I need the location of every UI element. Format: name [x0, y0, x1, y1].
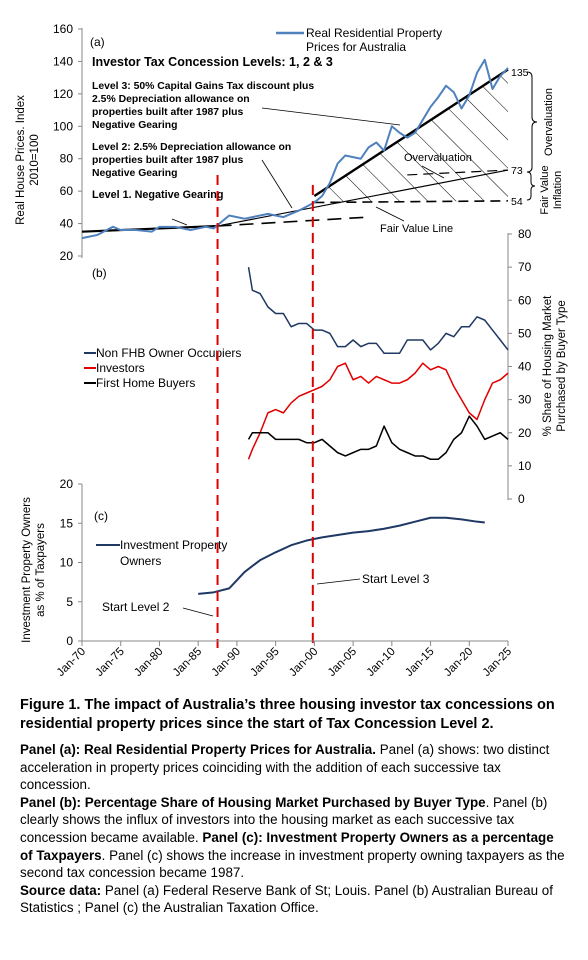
- figure-caption-title: Figure 1. The impact of Australia’s thre…: [20, 697, 555, 732]
- x-axis-tick-label: Jan-70: [55, 646, 88, 679]
- x-axis-tick-label: Jan-05: [326, 646, 359, 679]
- start-level-2-label: Start Level 2: [102, 600, 170, 614]
- right-overvaluation-label: Overvaluation: [543, 88, 555, 156]
- x-axis-tick-label: Jan-90: [210, 646, 243, 679]
- panel-b-y-tick-label: 60: [518, 293, 532, 307]
- start-level-3-pointer: [316, 578, 361, 585]
- inflation-bracket: [526, 171, 536, 201]
- legend-label-investors: Investors: [96, 361, 145, 375]
- levels-title: Investor Tax Concession Levels: 1, 2 & 3: [92, 55, 333, 69]
- panel-b-y-tick-label: 50: [518, 326, 532, 340]
- series-line-investors: [247, 362, 509, 460]
- start-level-2-pointer: [182, 607, 214, 617]
- panel-b-y-axis-label-1: % Share of Housing Market: [542, 295, 554, 436]
- panel-a-y-tick-label: 80: [60, 152, 74, 166]
- x-axis-tick-label: Jan-00: [287, 646, 320, 679]
- legend-label-owner-occupiers: Non FHB Owner Occupiers: [96, 346, 241, 360]
- caption-panel-a: Panel (a): Real Residential Property Pri…: [20, 742, 550, 793]
- panel-b-y-tick-label: 0: [518, 492, 525, 506]
- x-axis-tick-label: Jan-10: [365, 646, 398, 679]
- series-line-real-property-prices: [81, 58, 509, 240]
- panel-b-y-tick-label: 80: [518, 227, 532, 241]
- panel-c-y-tick-label: 5: [66, 595, 73, 609]
- legend-label-investment-owners-1: Investment Property: [120, 538, 227, 552]
- right-value-54: 54: [511, 196, 523, 208]
- panel-c-y-axis-label-1: Investment Property Owners: [21, 497, 33, 643]
- level-1-text: Level 1. Negative Gearing: [92, 189, 223, 201]
- x-axis-ticks: Jan-70 Jan-75 Jan-80 Jan-85 Jan-90 Jan-95 Jan-…: [55, 641, 514, 679]
- level-3-trend-line: [313, 68, 509, 198]
- panel-a-y-tick-label: 40: [60, 217, 74, 231]
- panel-c-y-tick-label: 0: [66, 634, 73, 648]
- x-axis-tick-label: Jan-75: [93, 646, 126, 679]
- panel-a-y-tick-label: 140: [53, 54, 73, 68]
- panel-b-y-tick-label: 70: [518, 260, 532, 274]
- fair-value-pointer: [375, 206, 405, 222]
- level-3-pointer: [261, 107, 401, 126]
- x-axis-tick-label: Jan-15: [403, 646, 436, 679]
- dashed-to-54: [314, 200, 509, 204]
- right-value-73: 73: [511, 165, 523, 177]
- x-axis-tick-label: Jan-85: [171, 646, 204, 679]
- x-axis-tick-label: Jan-20: [442, 646, 475, 679]
- panel-b-y-tick-label: 20: [518, 426, 532, 440]
- panel-c-y-tick-label: 15: [60, 516, 74, 530]
- panel-c-y-tick-label: 10: [60, 556, 74, 570]
- panel-a-y-tick-label: 120: [53, 87, 73, 101]
- x-axis-tick-label: Jan-25: [481, 646, 514, 679]
- series-line-first-home-buyers: [247, 415, 509, 460]
- overvaluation-pointer: [421, 165, 445, 179]
- level-2-text: Level 2: 2.5% Depreciation allowance on …: [92, 142, 294, 179]
- legend-label-investment-owners-2: Owners: [120, 554, 161, 568]
- panel-a-y-axis-label-2: 2010=100: [29, 134, 41, 186]
- panel-c-tag: (c): [94, 509, 108, 523]
- panel-a-y-tick-label: 60: [60, 184, 74, 198]
- start-level-3-label: Start Level 3: [362, 572, 430, 586]
- panel-a-y-tick-label: 20: [60, 249, 74, 263]
- level-1-pointer: [171, 218, 188, 226]
- panel-a-tag: (a): [90, 35, 105, 49]
- series-line-non-fhb-owner-occupiers: [247, 267, 509, 354]
- panel-b-y-tick-label: 10: [518, 459, 532, 473]
- level-3-text: Level 3: 50% Capital Gains Tax discount …: [92, 81, 317, 131]
- panel-b-y-axis-label-2: Purchased by Buyer Type: [556, 300, 568, 431]
- caption-panel-b-c: Panel (b): Percentage Share of Housing M…: [20, 794, 565, 881]
- legend-label-prices-1: Real Residential Property: [306, 26, 442, 40]
- x-axis-tick-label: Jan-95: [248, 646, 281, 679]
- series-line-investment-property-owners: [198, 516, 485, 595]
- panel-c-y-tick-label: 20: [60, 477, 74, 491]
- panel-b-tag: (b): [92, 266, 107, 280]
- level-2-trend-line: [221, 169, 509, 226]
- overvaluation-label: Overvaluation: [404, 152, 472, 164]
- panel-a: 20 40 60 80 100 120 140 160 (a) Real House Pric…: [15, 22, 564, 263]
- legend-label-first-home-buyers: First Home Buyers: [96, 376, 195, 390]
- right-value-135: 135: [511, 67, 529, 79]
- right-inflation-label-2: Inflation: [552, 171, 564, 210]
- panel-c-y-axis-label-2: as % of Taxpayers: [35, 523, 47, 617]
- panel-b-y-tick-label: 40: [518, 360, 532, 374]
- panel-b-y-tick-label: 30: [518, 393, 532, 407]
- panel-b: 0 10 20 30 40 50 60 70 80 (b) % Share of Housing…: [84, 227, 568, 506]
- fair-value-line-label: Fair Value Line: [380, 223, 453, 235]
- level-1-extension-dashed: [217, 216, 369, 227]
- level-2-pointer: [261, 159, 293, 209]
- panel-a-y-axis-label-1: Real House Prices. Index: [15, 95, 27, 225]
- caption-source: Source data: Panel (a) Federal Reserve B…: [20, 882, 553, 916]
- panel-a-y-tick-label: 100: [53, 119, 73, 133]
- right-inflation-label-1: Fair Value: [539, 165, 551, 214]
- legend-label-prices-2: Prices for Australia: [306, 40, 406, 54]
- panel-a-y-tick-label: 160: [53, 22, 73, 36]
- dashed-to-73: [407, 169, 509, 176]
- overvaluation-bracket: [526, 71, 538, 173]
- x-axis-tick-label: Jan-80: [132, 646, 165, 679]
- figure-caption-body: Panel (a): Real Residential Property Pri…: [20, 741, 568, 917]
